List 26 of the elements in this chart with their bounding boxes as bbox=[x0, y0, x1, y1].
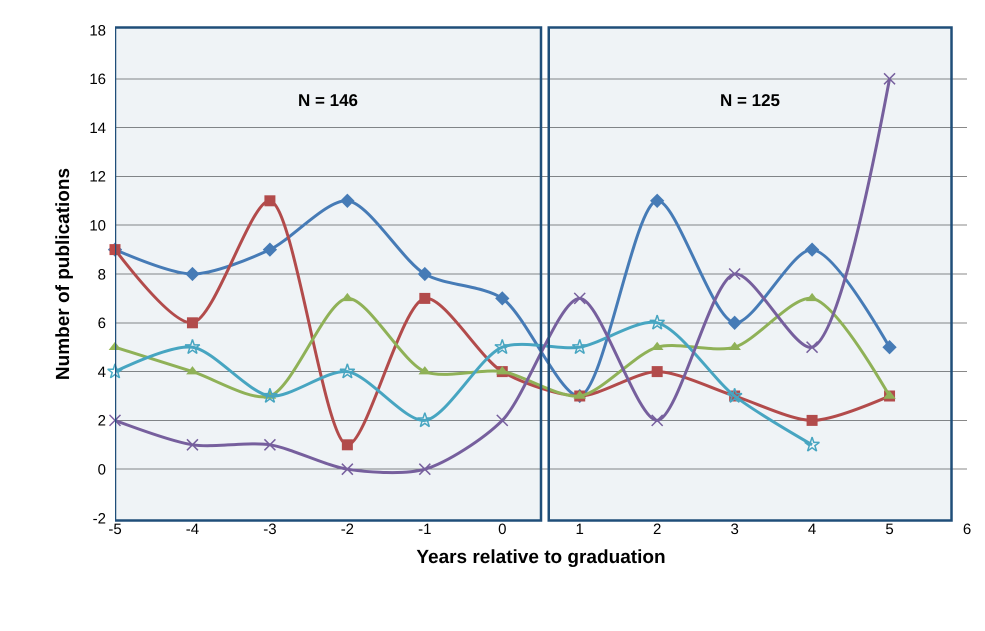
y-tick-label: 10 bbox=[89, 217, 106, 234]
x-tick-label: 0 bbox=[498, 521, 506, 538]
x-tick-label: -4 bbox=[186, 521, 200, 538]
x-tick-label: -5 bbox=[108, 521, 122, 538]
y-tick-label: 18 bbox=[89, 22, 106, 40]
y-axis-title: Number of publications bbox=[53, 168, 74, 380]
x-tick-label: 5 bbox=[885, 521, 894, 538]
band-label: N = 146 bbox=[298, 91, 358, 110]
x-axis-title: Years relative to graduation bbox=[416, 546, 666, 568]
x-tick-label: 3 bbox=[730, 521, 739, 538]
y-tick-label: 8 bbox=[98, 266, 106, 284]
x-tick-label: -1 bbox=[418, 521, 432, 538]
x-tick-label: -3 bbox=[263, 521, 277, 538]
x-tick-label: -2 bbox=[340, 521, 354, 538]
y-tick-label: 14 bbox=[89, 120, 106, 137]
y-tick-label: 4 bbox=[98, 364, 106, 381]
y-tick-label: 12 bbox=[89, 168, 106, 186]
y-tick-label: 0 bbox=[98, 461, 106, 478]
x-tick-label: 6 bbox=[962, 521, 972, 538]
y-tick-label: 2 bbox=[98, 412, 106, 430]
x-tick-label: 4 bbox=[808, 521, 816, 538]
x-tick-label: 2 bbox=[653, 521, 662, 538]
x-tick-label: 1 bbox=[576, 521, 584, 538]
y-tick-label: 16 bbox=[89, 71, 106, 88]
band-label: N = 125 bbox=[720, 91, 780, 110]
y-tick-label: 6 bbox=[98, 315, 106, 332]
